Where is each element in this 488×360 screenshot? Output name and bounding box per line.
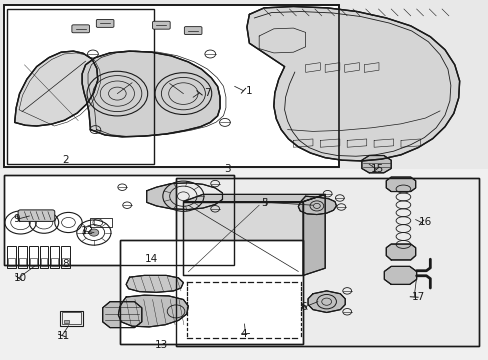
Text: 16: 16 xyxy=(418,217,431,228)
Text: 13: 13 xyxy=(154,340,168,350)
Polygon shape xyxy=(183,194,325,202)
Bar xyxy=(29,246,38,268)
Text: 15: 15 xyxy=(370,164,384,174)
Polygon shape xyxy=(102,302,142,328)
Text: 8: 8 xyxy=(62,258,69,269)
Text: 4: 4 xyxy=(240,329,246,339)
Bar xyxy=(4,175,233,265)
Text: 2: 2 xyxy=(62,155,69,165)
Bar xyxy=(4,5,338,167)
FancyBboxPatch shape xyxy=(184,27,202,35)
Text: 17: 17 xyxy=(411,292,424,302)
Text: 12: 12 xyxy=(80,226,94,236)
Bar xyxy=(4,175,233,265)
Polygon shape xyxy=(246,6,459,161)
Polygon shape xyxy=(126,275,183,292)
Bar xyxy=(0,0,488,169)
Text: 1: 1 xyxy=(245,86,252,96)
Polygon shape xyxy=(386,177,415,192)
Bar xyxy=(120,240,303,344)
Polygon shape xyxy=(303,194,325,275)
Bar xyxy=(51,258,58,266)
Polygon shape xyxy=(82,51,220,137)
Bar xyxy=(18,246,27,268)
Bar xyxy=(41,258,47,266)
Polygon shape xyxy=(183,202,303,275)
Bar xyxy=(50,246,59,268)
Bar xyxy=(19,258,26,266)
Bar xyxy=(176,178,478,346)
Polygon shape xyxy=(298,196,336,215)
Bar xyxy=(62,258,69,266)
Polygon shape xyxy=(386,244,415,260)
Bar xyxy=(120,240,303,344)
FancyBboxPatch shape xyxy=(152,21,170,29)
Polygon shape xyxy=(15,51,98,126)
Polygon shape xyxy=(118,295,188,327)
Bar xyxy=(30,258,37,266)
FancyBboxPatch shape xyxy=(72,25,89,33)
Text: 14: 14 xyxy=(144,254,158,264)
Text: 3: 3 xyxy=(224,164,230,174)
Polygon shape xyxy=(384,266,416,284)
FancyBboxPatch shape xyxy=(18,210,55,221)
Text: 7: 7 xyxy=(204,88,211,98)
Bar xyxy=(64,320,69,323)
Polygon shape xyxy=(361,156,390,173)
Text: 5: 5 xyxy=(261,198,268,208)
Bar xyxy=(61,246,70,268)
Bar xyxy=(8,258,15,266)
Polygon shape xyxy=(146,183,222,210)
Text: 11: 11 xyxy=(57,330,70,341)
Bar xyxy=(4,5,338,167)
Bar xyxy=(7,9,154,164)
Circle shape xyxy=(89,229,99,236)
Text: 6: 6 xyxy=(299,302,306,312)
Polygon shape xyxy=(307,291,345,312)
Bar xyxy=(40,246,48,268)
Text: 10: 10 xyxy=(14,273,27,283)
Bar xyxy=(176,178,478,346)
FancyBboxPatch shape xyxy=(96,19,114,27)
Text: 9: 9 xyxy=(14,214,20,224)
Bar xyxy=(60,311,83,326)
Bar xyxy=(7,246,16,268)
Bar xyxy=(62,312,81,324)
